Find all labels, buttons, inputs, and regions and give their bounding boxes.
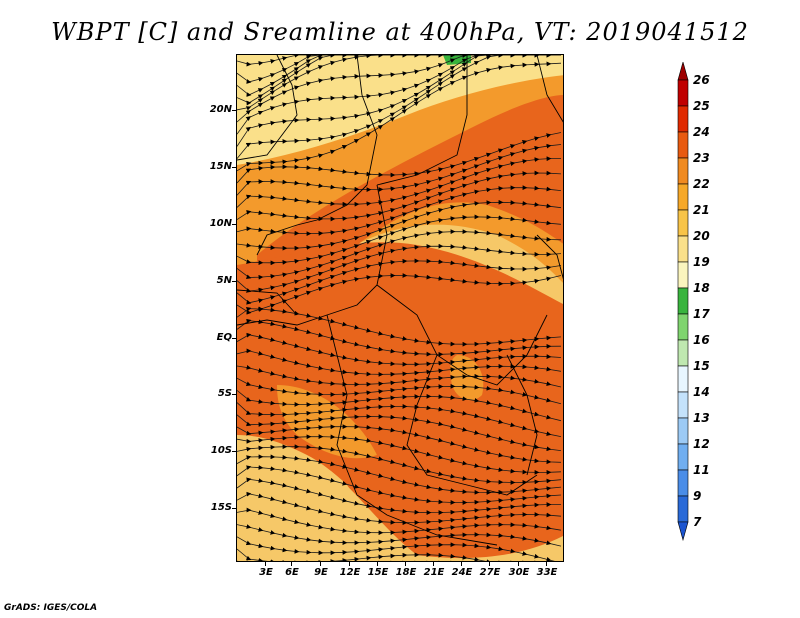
colorbar-cell <box>677 365 689 393</box>
colorbar-cell <box>677 469 689 497</box>
colorbar-cell <box>677 443 689 471</box>
lat-label-20n: 20N <box>209 104 232 115</box>
colorbar-label: 23 <box>693 151 710 165</box>
lat-tick <box>232 281 236 282</box>
lat-tick <box>232 451 236 452</box>
colorbar-top-arrow <box>677 62 689 81</box>
colorbar-cell <box>677 339 689 367</box>
lon-tick <box>405 562 406 566</box>
colorbar-label: 22 <box>693 177 710 191</box>
lon-tick <box>461 562 462 566</box>
lon-label-33e: 33E <box>536 567 558 578</box>
lon-tick <box>349 562 350 566</box>
lat-tick <box>232 338 236 339</box>
credit-text: GrADS: IGES/COLA <box>4 603 98 613</box>
lon-tick <box>377 562 378 566</box>
colorbar-cell <box>677 79 689 107</box>
colorbar-label: 21 <box>693 203 710 217</box>
lat-label-10s: 10S <box>210 445 232 456</box>
colorbar-cell <box>677 131 689 159</box>
streamlines <box>237 55 562 561</box>
colorbar-label: 15 <box>693 359 710 373</box>
colorbar-cell <box>677 235 689 263</box>
colorbar-cell <box>677 313 689 341</box>
colorbar-cell <box>677 391 689 419</box>
streamline <box>237 536 555 561</box>
colorbar-cell <box>677 261 689 289</box>
colorbar-cell <box>677 183 689 211</box>
lon-label-15e: 15E <box>367 567 389 578</box>
colorbar-label: 14 <box>693 385 710 399</box>
lat-label-5n: 5N <box>216 275 232 286</box>
lon-tick <box>320 562 321 566</box>
colorbar-label: 19 <box>693 255 710 269</box>
colorbar-cell <box>677 495 689 523</box>
lat-label-15s: 15S <box>210 502 232 513</box>
lon-label-18e: 18E <box>395 567 417 578</box>
lon-tick <box>433 562 434 566</box>
lon-label-21e: 21E <box>423 567 445 578</box>
colorbar-label: 12 <box>693 437 710 451</box>
streamline <box>237 377 562 405</box>
colorbar-label: 13 <box>693 411 710 425</box>
lon-label-12e: 12E <box>339 567 361 578</box>
lat-label-eq: EQ <box>216 332 232 343</box>
lon-label-27e: 27E <box>479 567 501 578</box>
colorbar-label: 11 <box>693 463 710 477</box>
lon-label-24e: 24E <box>451 567 473 578</box>
lon-label-30e: 30E <box>508 567 530 578</box>
map-panel <box>236 54 564 562</box>
plot-title: WBPT [C] and Sreamline at 400hPa, VT: 20… <box>51 18 749 46</box>
colorbar-cells <box>677 62 689 542</box>
colorbar-bottom-arrow <box>677 521 689 542</box>
lon-tick <box>265 562 266 566</box>
lat-tick <box>232 224 236 225</box>
lat-label-10n: 10N <box>209 218 232 229</box>
colorbar <box>677 62 689 542</box>
lat-tick <box>232 508 236 509</box>
colorbar-label: 7 <box>693 515 702 529</box>
streamline <box>237 560 552 561</box>
country-borders <box>237 55 563 546</box>
lon-label-6e: 6E <box>285 567 299 578</box>
map-graphic <box>237 55 563 561</box>
colorbar-label: 9 <box>693 489 702 503</box>
lat-label-15n: 15N <box>209 161 232 172</box>
colorbar-cell <box>677 157 689 185</box>
lat-label-5s: 5S <box>217 388 232 399</box>
colorbar-cell <box>677 105 689 133</box>
streamline <box>237 524 562 547</box>
colorbar-label: 16 <box>693 333 710 347</box>
colorbar-label: 24 <box>693 125 710 139</box>
lon-tick <box>546 562 547 566</box>
colorbar-label: 20 <box>693 229 710 243</box>
colorbar-label: 26 <box>693 73 710 87</box>
lon-tick <box>489 562 490 566</box>
colorbar-cell <box>677 209 689 237</box>
lon-tick <box>291 562 292 566</box>
colorbar-cell <box>677 287 689 315</box>
streamline <box>237 548 552 561</box>
colorbar-label: 18 <box>693 281 710 295</box>
colorbar-cell <box>677 417 689 445</box>
colorbar-label: 25 <box>693 99 710 113</box>
lat-tick <box>232 167 236 168</box>
colorbar-label: 17 <box>693 307 710 321</box>
lat-tick <box>232 394 236 395</box>
streamline <box>237 273 562 315</box>
lon-label-9e: 9E <box>314 567 328 578</box>
lon-tick <box>518 562 519 566</box>
lat-tick <box>232 110 236 111</box>
lon-label-3e: 3E <box>259 567 273 578</box>
